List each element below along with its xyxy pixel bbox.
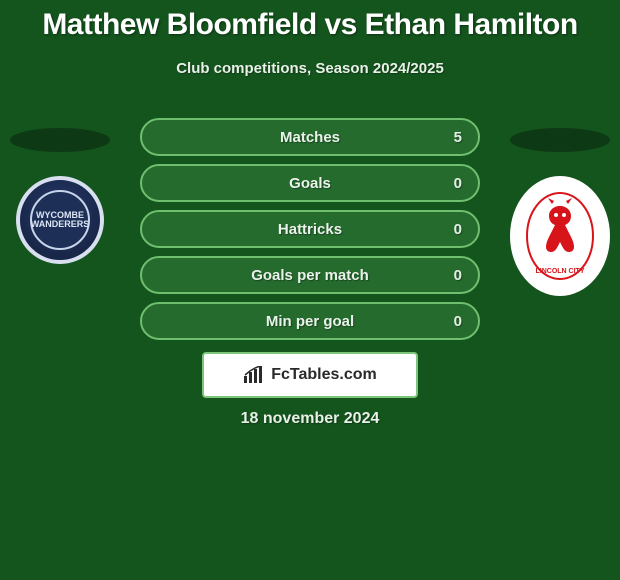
- stat-right-value: 5: [422, 129, 462, 146]
- stat-label: Hattricks: [198, 221, 422, 238]
- player-shadow-right: [510, 128, 610, 152]
- svg-text:LINCOLN CITY: LINCOLN CITY: [536, 268, 585, 275]
- player-shadow-left: [10, 128, 110, 152]
- team-badge-right: LINCOLN CITY: [510, 176, 610, 296]
- team-badge-left-label: WYCOMBE WANDERERS: [30, 190, 90, 250]
- subtitle: Club competitions, Season 2024/2025: [0, 60, 620, 77]
- stat-row: Goals per match 0: [140, 256, 480, 294]
- stat-row: Hattricks 0: [140, 210, 480, 248]
- date-label: 18 november 2024: [0, 410, 620, 428]
- stats-rows: Matches 5 Goals 0 Hattricks 0 Goals per …: [140, 118, 480, 348]
- stat-right-value: 0: [422, 267, 462, 284]
- stat-row: Min per goal 0: [140, 302, 480, 340]
- fctables-logo: FcTables.com: [202, 352, 418, 398]
- crest-icon: LINCOLN CITY: [525, 191, 595, 281]
- stat-label: Goals per match: [198, 267, 422, 284]
- stat-right-value: 0: [422, 313, 462, 330]
- page-title: Matthew Bloomfield vs Ethan Hamilton: [0, 0, 620, 42]
- stat-label: Min per goal: [198, 313, 422, 330]
- stat-right-value: 0: [422, 221, 462, 238]
- stat-label: Matches: [198, 129, 422, 146]
- bar-chart-icon: [243, 366, 265, 384]
- stat-row: Matches 5: [140, 118, 480, 156]
- stat-row: Goals 0: [140, 164, 480, 202]
- team-badge-left: WYCOMBE WANDERERS: [16, 176, 104, 264]
- stat-label: Goals: [198, 175, 422, 192]
- stat-right-value: 0: [422, 175, 462, 192]
- fctables-logo-text: FcTables.com: [271, 366, 377, 384]
